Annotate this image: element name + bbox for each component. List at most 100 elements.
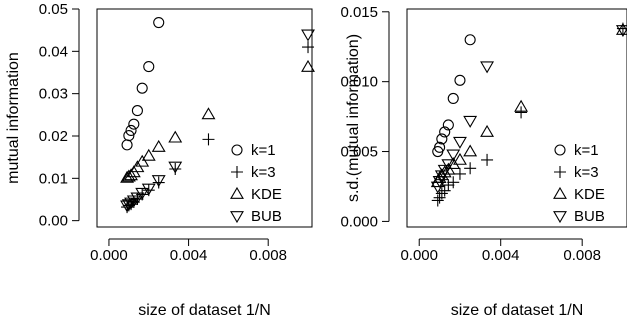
data-point	[202, 133, 215, 146]
data-point	[463, 144, 478, 157]
data-point	[121, 169, 136, 182]
data-point	[435, 187, 448, 200]
legend-label: k=3	[251, 164, 276, 181]
legend-marker	[553, 211, 567, 224]
legend-marker	[554, 144, 566, 156]
plot-frame	[96, 8, 313, 228]
data-point	[431, 194, 444, 207]
legend-label: k=1	[251, 142, 276, 159]
data-point	[151, 175, 166, 188]
y-tick-label: 0.00	[39, 213, 68, 230]
series-bub	[430, 25, 627, 194]
data-point	[130, 192, 145, 205]
data-point	[514, 99, 529, 112]
data-point	[135, 187, 150, 200]
data-point	[123, 130, 135, 142]
data-point	[480, 124, 495, 137]
data-point	[454, 74, 466, 86]
y-tick-label: 0.02	[39, 128, 68, 145]
data-point	[437, 164, 452, 177]
legend-marker	[230, 186, 244, 199]
series-k-3	[431, 22, 627, 207]
data-point	[124, 197, 138, 210]
y-tick-label: 0.000	[340, 213, 378, 230]
data-point	[480, 61, 495, 74]
data-point	[301, 29, 315, 42]
legend-marker	[554, 166, 566, 178]
data-point	[447, 92, 459, 104]
data-point	[481, 153, 494, 166]
data-point	[126, 195, 141, 208]
data-point	[441, 159, 456, 172]
series-bub	[120, 29, 315, 213]
data-point	[439, 126, 451, 138]
legend-label: k=3	[574, 164, 599, 181]
y-tick-label: 0.05	[39, 1, 68, 18]
y-tick-label: 0.005	[340, 144, 378, 161]
legend-label: BUB	[251, 208, 282, 225]
data-point	[615, 25, 627, 38]
data-point	[168, 161, 183, 174]
x-tick-label: 0.004	[482, 247, 520, 264]
legend-marker	[230, 211, 244, 224]
data-point	[128, 118, 140, 130]
data-point	[121, 199, 136, 212]
legend-marker	[553, 186, 567, 199]
plot-frame	[406, 8, 627, 228]
legend: k=1 k=3 KDE BUB	[230, 142, 282, 225]
data-point	[301, 59, 315, 72]
legend-label: k=1	[574, 142, 599, 159]
data-point	[447, 176, 460, 189]
y-tick-label: 0.010	[340, 74, 378, 91]
x-tick-label: 0.008	[563, 247, 601, 264]
data-point	[615, 22, 627, 35]
data-point	[436, 133, 448, 145]
data-point	[143, 61, 155, 73]
data-point	[141, 148, 156, 161]
data-point	[453, 152, 467, 165]
series-k-1	[432, 34, 476, 158]
x-tick-label: 0.000	[90, 247, 128, 264]
legend-label: KDE	[251, 186, 282, 203]
data-point	[453, 136, 467, 149]
data-point	[125, 124, 137, 137]
y-tick-label: 0.01	[39, 170, 68, 187]
data-point	[136, 82, 148, 94]
data-point	[131, 105, 143, 117]
legend-label: KDE	[574, 186, 605, 203]
data-point	[515, 106, 528, 119]
data-point	[430, 181, 445, 194]
data-point	[151, 139, 166, 152]
right-panel: 0.000 0.005 0.010 0.015 0.000 0.004 0.008 size …	[340, 4, 627, 319]
y-tick-label: 0.03	[39, 86, 68, 103]
legend-marker	[231, 144, 243, 156]
data-point	[434, 141, 446, 153]
data-point	[168, 130, 183, 143]
y-tick-label: 0.015	[340, 4, 378, 21]
data-point	[153, 16, 165, 29]
series-kde	[120, 59, 315, 183]
data-point	[141, 183, 156, 196]
y-axis-title: s.d.(mutual information)	[345, 34, 362, 202]
x-axis-title: size of dataset 1/N	[451, 302, 584, 319]
data-point	[463, 115, 478, 128]
data-point	[464, 162, 477, 175]
data-point	[302, 41, 315, 54]
series-k-1	[121, 16, 165, 151]
data-point	[442, 179, 455, 192]
data-point	[135, 154, 150, 167]
y-tick-label: 0.04	[39, 43, 68, 60]
data-point	[464, 34, 476, 46]
series-k-3	[121, 41, 315, 214]
left-panel: 0.00 0.01 0.02 0.03 0.04 0.05 0.000 0.004 0.008 s…	[5, 1, 315, 319]
x-tick-label: 0.000	[400, 247, 438, 264]
data-point	[453, 167, 466, 180]
data-point	[121, 139, 133, 151]
data-point	[442, 119, 454, 131]
x-axis-title: size of dataset 1/N	[138, 302, 271, 319]
data-point	[201, 107, 216, 120]
legend-label: BUB	[574, 208, 605, 225]
x-tick-label: 0.008	[249, 247, 287, 264]
data-point	[124, 168, 138, 181]
